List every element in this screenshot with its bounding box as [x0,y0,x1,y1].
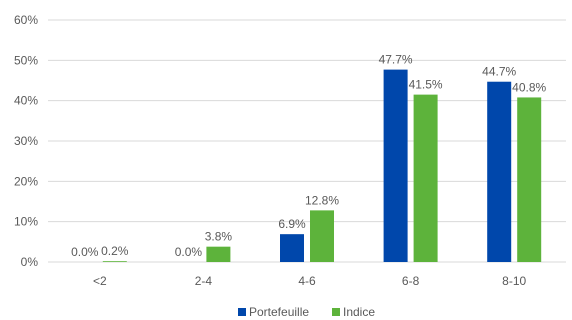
y-tick-label: 50% [14,53,38,67]
bar-indice [310,210,334,262]
y-tick-label: 40% [14,94,38,108]
x-axis: <2 2-4 4-6 6-8 8-10 [93,274,527,288]
data-label: 41.5% [409,78,443,92]
bar-indice [413,94,438,262]
data-label: 47.7% [379,53,413,67]
gridlines [48,19,566,263]
y-axis: 0% 10% 20% 30% 40% 50% 60% [14,13,38,269]
data-label: 44.7% [482,65,516,79]
data-label: 40.8% [512,80,546,94]
legend-swatch [332,308,340,316]
data-label: 0.0% [71,245,99,259]
y-tick-label: 30% [14,134,38,148]
y-tick-label: 10% [14,215,38,229]
bar-indice [102,261,127,262]
legend: Portefeuille Indice [238,305,375,319]
data-label: 3.8% [205,230,233,244]
legend-label: Indice [343,305,375,319]
x-tick-label: 2-4 [195,274,213,288]
y-tick-label: 0% [21,255,39,269]
x-tick-label: 6-8 [402,274,420,288]
bars [102,69,542,263]
bar-indice [206,246,231,262]
legend-swatch [238,308,246,316]
x-tick-label: 4-6 [298,274,316,288]
x-tick-label: 8-10 [502,274,526,288]
data-labels: 0.0% 0.2% 0.0%3.8%6.9%12.8%47.7%41.5%44.7%… [71,53,546,259]
y-tick-label: 20% [14,174,38,188]
legend-label: Portefeuille [249,305,309,319]
bar-portefeuille [383,69,408,262]
bar-portefeuille [280,234,304,262]
x-tick-label: <2 [93,274,107,288]
data-label: 0.0% [175,245,203,259]
bar-indice [517,97,542,262]
bar-portefeuille [487,81,512,263]
y-tick-label: 60% [14,13,38,27]
data-label: 12.8% [305,193,339,207]
data-label: 0.2% [101,244,129,258]
data-label: 6.9% [278,217,306,231]
